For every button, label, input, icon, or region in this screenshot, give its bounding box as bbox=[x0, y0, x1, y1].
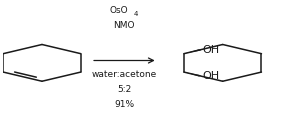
Text: OH: OH bbox=[202, 71, 219, 81]
Text: NMO: NMO bbox=[114, 21, 135, 30]
Text: OH: OH bbox=[202, 45, 219, 55]
Text: water:acetone: water:acetone bbox=[92, 70, 157, 79]
Text: 4: 4 bbox=[134, 11, 138, 17]
Text: OsO: OsO bbox=[110, 6, 129, 15]
Text: 91%: 91% bbox=[114, 100, 135, 109]
Text: 5:2: 5:2 bbox=[117, 85, 132, 94]
Polygon shape bbox=[184, 49, 201, 54]
Polygon shape bbox=[184, 72, 201, 77]
